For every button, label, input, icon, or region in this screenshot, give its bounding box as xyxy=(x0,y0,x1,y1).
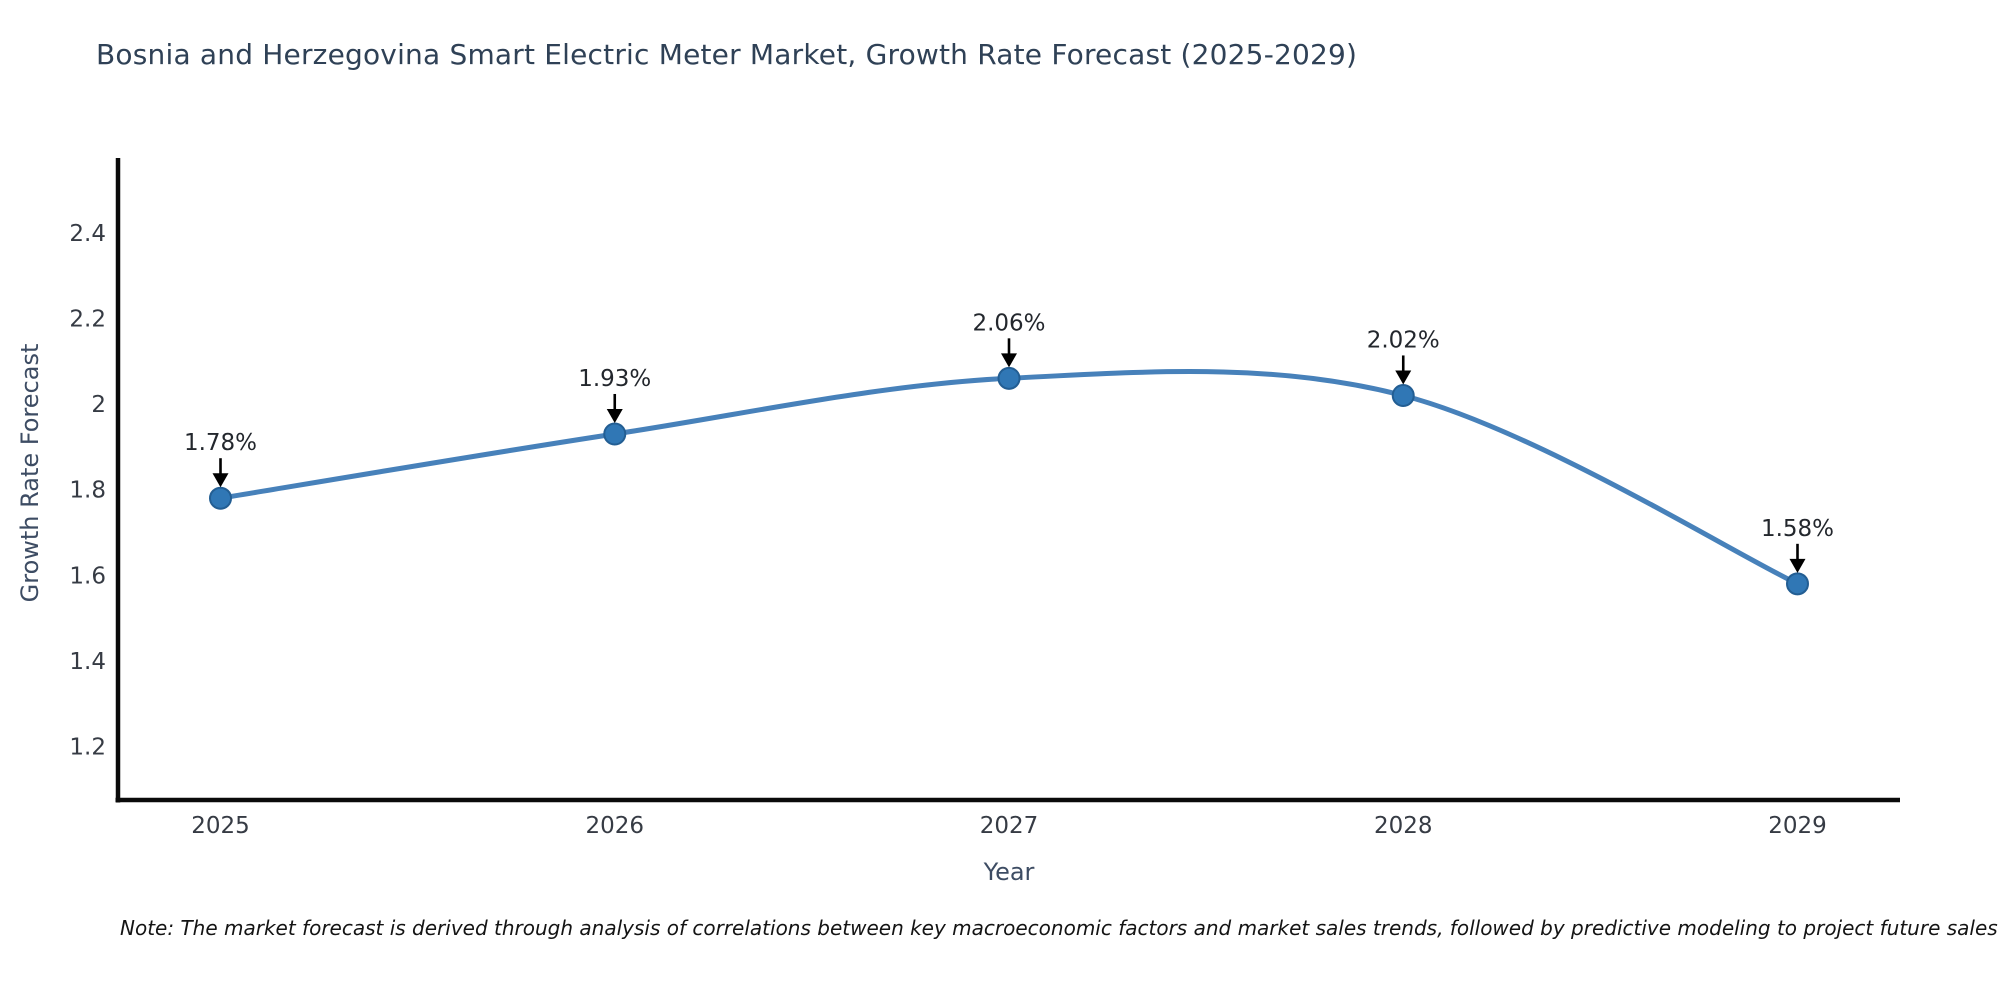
x-tick-label: 2029 xyxy=(1768,813,1827,839)
chart-title: Bosnia and Herzegovina Smart Electric Me… xyxy=(96,38,1358,71)
y-axis-title: Growth Rate Forecast xyxy=(16,343,44,603)
x-tick-label: 2027 xyxy=(980,813,1039,839)
x-tick-label: 2026 xyxy=(585,813,644,839)
x-tick-label: 2025 xyxy=(191,813,250,839)
point-annotation: 2.02% xyxy=(1367,327,1440,353)
annotation-arrow-head xyxy=(1001,353,1017,368)
line-series xyxy=(218,369,1800,587)
point-annotation: 1.93% xyxy=(578,366,651,392)
point-annotation: 1.58% xyxy=(1761,516,1834,542)
x-tick-label: 2028 xyxy=(1374,813,1433,839)
data-point-marker xyxy=(1785,572,1809,596)
y-tick-label: 1.6 xyxy=(69,563,106,589)
data-point-marker xyxy=(209,486,233,510)
y-tick-label: 1.2 xyxy=(69,734,106,760)
y-tick-label: 2 xyxy=(91,392,106,418)
y-tick-label: 2.2 xyxy=(69,306,106,332)
annotation-arrow-head xyxy=(1789,558,1806,573)
y-tick-label: 2.4 xyxy=(69,221,106,247)
footnote: Note: The market forecast is derived thr… xyxy=(120,916,1998,940)
data-point-marker xyxy=(997,366,1021,390)
data-point-marker xyxy=(1391,383,1415,407)
point-annotation: 1.78% xyxy=(184,430,257,456)
y-tick-label: 1.4 xyxy=(69,649,106,675)
data-point-marker xyxy=(603,422,627,446)
annotation-arrow-head xyxy=(606,408,623,423)
y-tick-label: 1.8 xyxy=(69,478,106,504)
annotation-arrow-head xyxy=(1395,370,1412,385)
point-annotation: 2.06% xyxy=(972,310,1045,336)
x-axis-title: Year xyxy=(983,858,1035,886)
annotation-arrow-head xyxy=(212,473,229,488)
